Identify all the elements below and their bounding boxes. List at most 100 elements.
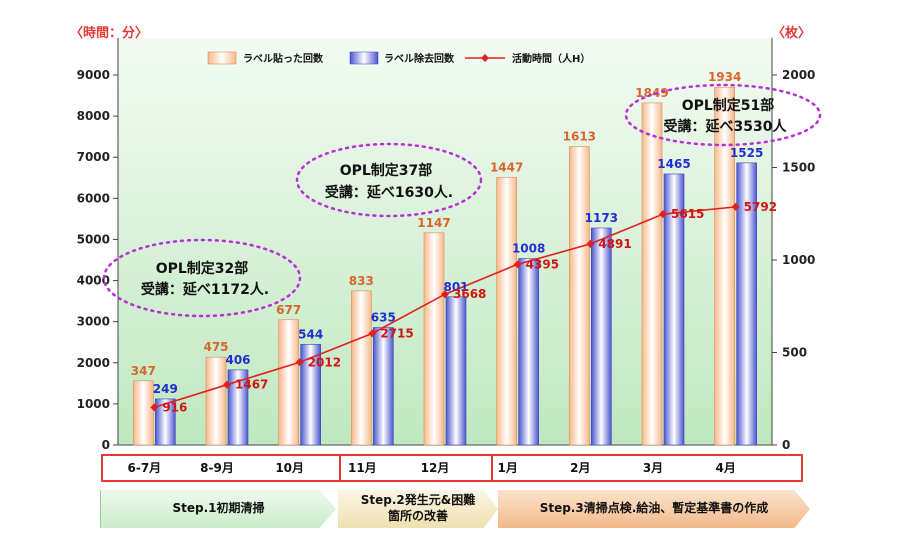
bar-labels-removed — [591, 227, 612, 446]
annotation-line-2: 受講：延べ1630人. — [325, 184, 453, 201]
left-tick-label: 7000 — [77, 150, 110, 164]
category-row: 6-7月 8-9月 10月 11月 12月 1月 2月 3月 4月 — [101, 454, 803, 482]
data-label-labels-removed: 801 — [443, 280, 468, 294]
activity-line-series — [150, 202, 740, 412]
annotation-opl-32: OPL制定32部 受講：延べ1172人. — [102, 238, 302, 318]
category-label: 11月 — [348, 461, 377, 475]
bar-labels-applied — [133, 380, 154, 446]
category-label: 2月 — [570, 461, 590, 475]
legend-label-activity-time: 活動時間（人H） — [512, 52, 590, 65]
left-tick-label: 0 — [102, 438, 110, 452]
data-label-labels-removed: 544 — [298, 327, 323, 341]
step-3-label: Step.3清掃点検.給油、暫定基準書の作成 — [539, 501, 769, 516]
activity-point — [295, 358, 304, 367]
annotation-line-2: 受講：延べ3530人 — [664, 118, 788, 135]
category-label: 10月 — [275, 461, 304, 475]
bar-labels-applied — [496, 177, 517, 446]
annotation-opl-51: OPL制定51部 受講：延べ3530人 — [624, 83, 822, 147]
bar-labels-applied — [569, 146, 590, 446]
annotation-line-1: OPL制定51部 — [682, 97, 775, 114]
bar-labels-applied — [351, 290, 372, 446]
right-tick-label: 1500 — [782, 161, 815, 175]
bar-labels-applied — [205, 356, 227, 446]
step-1-banner: Step.1初期清掃 — [100, 490, 336, 528]
data-label-labels-applied: 347 — [131, 364, 156, 378]
left-tick-label: 3000 — [77, 315, 110, 329]
left-tick-label: 4000 — [77, 274, 110, 288]
step-2-banner: Step.2発生元&困難 箇所の改善 — [338, 490, 498, 528]
data-label-labels-removed: 1008 — [512, 242, 545, 256]
data-label-labels-removed: 406 — [225, 353, 250, 367]
annotation-ellipse — [295, 142, 483, 218]
category-label: 4月 — [715, 461, 735, 475]
step-3-banner: Step.3清掃点検.給油、暫定基準書の作成 — [498, 490, 810, 528]
step-1-label: Step.1初期清掃 — [172, 501, 265, 516]
data-label-activity-time: 2012 — [308, 355, 341, 369]
bar-labels-removed — [445, 296, 467, 446]
data-label-activity-time: 3668 — [453, 287, 486, 301]
bar-labels-removed — [155, 398, 176, 446]
data-label-labels-removed: 1525 — [730, 146, 763, 160]
activity-point — [223, 380, 231, 389]
data-label-labels-removed: 635 — [371, 311, 396, 325]
data-label-labels-applied: 1934 — [708, 70, 741, 84]
category-label: 3月 — [643, 461, 663, 475]
activity-point — [659, 210, 667, 219]
plot-background — [118, 38, 772, 445]
left-tick-label: 6000 — [77, 191, 110, 205]
legend: ラベル貼った回数 ラベル除去回数 活動時間（人H） — [207, 51, 590, 65]
legend-marker-activity-time — [481, 54, 489, 62]
annotation-ellipse — [102, 238, 302, 318]
legend-label-labels-removed: ラベル除去回数 — [384, 52, 455, 65]
bar-labels-applied — [641, 102, 663, 446]
bar-labels-removed — [518, 258, 539, 446]
category-label: 12月 — [421, 461, 450, 475]
bar-labels-applied — [278, 319, 299, 446]
bar-labels-removed — [373, 327, 394, 446]
category-label: 1月 — [497, 461, 517, 475]
data-label-labels-applied: 1447 — [490, 160, 523, 174]
data-label-labels-applied: 1613 — [563, 130, 596, 144]
left-axis-ticks: 0 1000 2000 3000 4000 5000 6000 7000 8000 9000 — [77, 68, 118, 452]
category-label: 6-7月 — [127, 461, 161, 475]
data-label-labels-applied: 475 — [203, 340, 228, 354]
right-axis-unit: 〈枚〉 — [772, 25, 811, 41]
bar-labels-applied — [714, 86, 735, 446]
legend-label-labels-applied: ラベル貼った回数 — [243, 52, 324, 65]
right-axis-ticks: 0 500 1000 1500 2000 — [772, 68, 815, 452]
bar-labels-removed — [300, 344, 321, 446]
annotation-ellipse — [624, 83, 822, 147]
data-label-labels-applied: 1849 — [635, 86, 668, 100]
right-tick-label: 1000 — [782, 253, 815, 267]
annotation-line-2: 受講：延べ1172人. — [141, 281, 269, 298]
bar-labels-applied — [423, 232, 445, 446]
bar-labels-removed — [227, 369, 249, 446]
annotation-line-1: OPL制定32部 — [156, 260, 249, 277]
left-tick-label: 9000 — [77, 68, 110, 82]
annotation-opl-37: OPL制定37部 受講：延べ1630人. — [295, 142, 483, 218]
bar-labels-removed — [663, 173, 685, 446]
data-label-labels-removed: 1465 — [657, 157, 690, 171]
left-tick-label: 8000 — [77, 109, 110, 123]
data-label-activity-time: 4891 — [598, 237, 631, 251]
category-group-step3 — [491, 454, 803, 482]
activity-point — [368, 329, 377, 338]
activity-point — [586, 239, 595, 248]
left-tick-label: 5000 — [77, 232, 110, 246]
data-label-labels-applied: 677 — [276, 303, 301, 317]
right-tick-label: 2000 — [782, 68, 815, 82]
right-tick-label: 500 — [782, 346, 807, 360]
category-label: 8-9月 — [200, 461, 234, 475]
data-label-labels-applied: 1147 — [417, 216, 450, 230]
activity-point — [513, 260, 522, 269]
bar-labels-removed — [736, 162, 757, 446]
data-label-activity-time: 916 — [162, 400, 187, 414]
left-tick-label: 2000 — [77, 356, 110, 370]
chart: 〈時間：分〉 〈枚〉 01000200030004000500060007000… — [70, 25, 822, 482]
left-tick-label: 1000 — [77, 397, 110, 411]
annotation-line-1: OPL制定37部 — [340, 162, 433, 179]
data-label-activity-time: 1467 — [235, 378, 268, 392]
legend-swatch-labels-removed — [349, 51, 379, 65]
data-label-labels-applied: 833 — [349, 274, 374, 288]
